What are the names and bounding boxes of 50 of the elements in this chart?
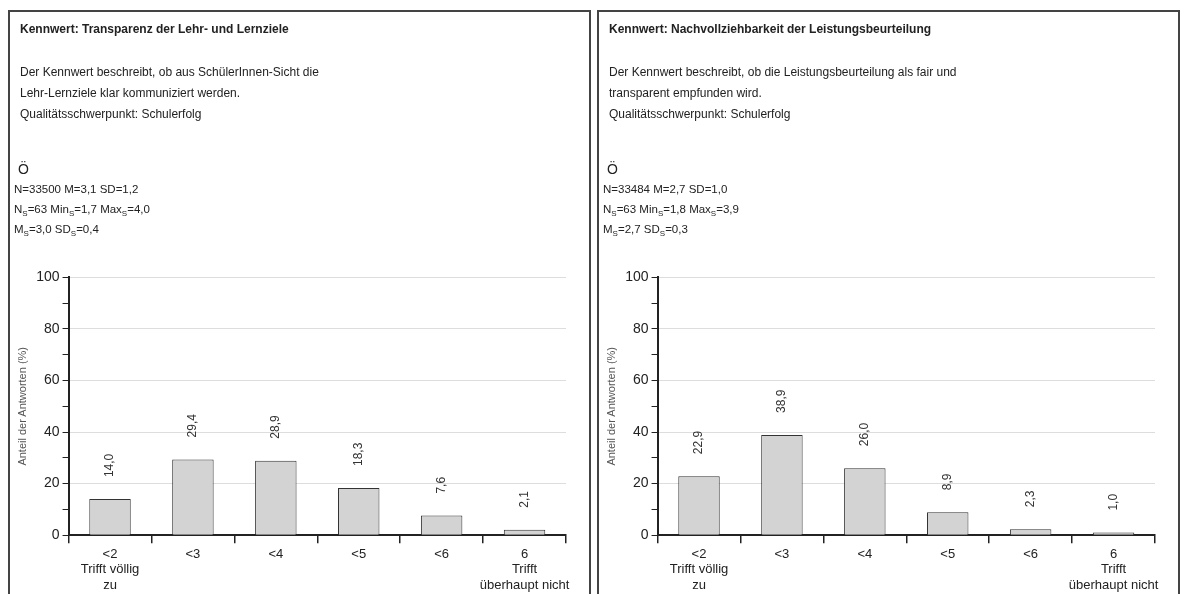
y-tick-label: 100: [36, 268, 60, 285]
x-tick-label: <4: [857, 545, 873, 561]
text: M$_{S}$=3,0 SD$_{S}$=0,4: [14, 222, 100, 239]
data-label: 26,0: [857, 422, 872, 447]
data-label: 29,4: [185, 413, 200, 438]
y-tick-label: 0: [51, 526, 60, 543]
text: Ö: [607, 160, 619, 179]
x-tick-label: <3: [774, 545, 790, 561]
text: N=33500 M=3,1 SD=1,2: [14, 182, 140, 197]
y-tick-label: 20: [43, 474, 60, 491]
data-label: 2,3: [1022, 490, 1037, 508]
x-tick-label: <3: [185, 545, 201, 561]
data-label: 38,9: [774, 389, 789, 413]
data-label: 7,6: [433, 476, 448, 494]
x-tick-label: <5: [351, 545, 367, 561]
chart-title: Kennwert: Transparenz der Lehr- und Lernziele: [20, 22, 290, 36]
x-tick-label: <2 Trifft völlig zu: [80, 545, 140, 592]
y-tick-label: 60: [43, 371, 60, 388]
y-tick-label: 80: [632, 319, 649, 336]
y-tick-label: 100: [625, 268, 649, 285]
x-tick-label: <6: [434, 545, 450, 561]
chart-subtitle: Der Kennwert beschreibt, ob aus SchülerInnen-Sicht die Lehr-Lernziele klar kommuniziert werden. Qualitätsschwerpunkt: Schulerfolg: [20, 64, 320, 123]
data-label: 28,9: [268, 415, 283, 439]
text: N$_{S}$=63 Min$_{S}$=1,8 Max$_{S}$=3,9: [603, 202, 740, 219]
y-tick-label: 40: [632, 422, 649, 439]
text: N$_{S}$=63 Min$_{S}$=1,7 Max$_{S}$=4,0: [14, 202, 151, 219]
data-label: 1,0: [1105, 493, 1120, 511]
x-tick-label: <5: [940, 545, 956, 561]
data-label: 2,1: [516, 490, 531, 508]
x-tick-label: <2 Trifft völlig zu: [669, 545, 729, 592]
text: Ö: [18, 160, 30, 179]
x-tick-label: 6 Trifft überhaupt nicht: [1068, 545, 1159, 592]
chart-subtitle: Der Kennwert beschreibt, ob die Leistungsbeurteilung als fair und transparent empfunden wird. Qualitätsschwerpunkt: Schulerfolg: [609, 64, 958, 123]
data-label: 22,9: [691, 430, 706, 455]
text: N=33484 M=2,7 SD=1,0: [603, 182, 729, 197]
data-label: 18,3: [351, 442, 366, 467]
x-tick-label: <4: [268, 545, 284, 561]
y-tick-label: 60: [632, 371, 649, 388]
y-tick-label: 40: [43, 422, 60, 439]
x-tick-label: <6: [1023, 545, 1039, 561]
y-tick-label: 0: [640, 526, 649, 543]
y-axis-title: Anteil der Antworten (%): [604, 346, 617, 466]
chart-title: Kennwert: Nachvollziehbarkeit der Leistungsbeurteilung: [609, 22, 933, 36]
text: M$_{S}$=2,7 SD$_{S}$=0,3: [603, 222, 689, 239]
x-tick-label: 6 Trifft überhaupt nicht: [479, 545, 570, 592]
data-label: 14,0: [102, 453, 117, 478]
y-tick-label: 20: [632, 474, 649, 491]
y-axis-title: Anteil der Antworten (%): [15, 346, 28, 466]
data-label: 8,9: [940, 473, 955, 491]
y-tick-label: 80: [43, 319, 60, 336]
